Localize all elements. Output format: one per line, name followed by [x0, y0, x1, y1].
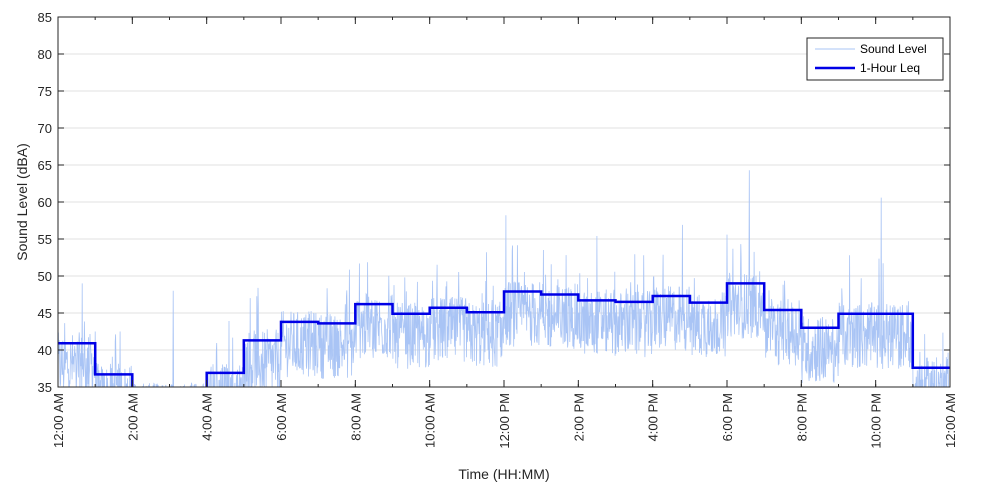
x-tick-label: 8:00 AM — [348, 393, 363, 441]
series-1-hour-leq — [58, 282, 950, 387]
y-tick-label: 60 — [38, 195, 52, 210]
x-tick-label: 8:00 PM — [794, 393, 809, 441]
x-tick-label: 6:00 AM — [274, 393, 289, 441]
x-tick-label: 12:00 AM — [943, 393, 958, 448]
y-tick-label: 85 — [38, 10, 52, 25]
legend-box — [806, 37, 944, 81]
x-tick-label: 10:00 PM — [869, 393, 884, 449]
ticks: 35 40 45 50 55 60 65 70 75 80 85 12:00 AM 2:00 AM 4:0… — [38, 10, 958, 449]
x-tick-label: 12:00 PM — [497, 393, 512, 449]
x-tick-label: 4:00 AM — [200, 393, 215, 441]
y-tick-label: 80 — [38, 47, 52, 62]
y-tick-label: 45 — [38, 306, 52, 321]
x-tick-label: 6:00 PM — [720, 393, 735, 441]
y-tick-label: 40 — [38, 343, 52, 358]
x-tick-label: 4:00 PM — [646, 393, 661, 441]
legend: Sound Level 1-Hour Leq — [806, 37, 944, 81]
y-tick-label: 35 — [38, 380, 52, 395]
y-axis-label: Sound Level (dBA) — [14, 143, 30, 261]
x-tick-label: 2:00 AM — [125, 393, 140, 441]
y-tick-label: 75 — [38, 84, 52, 99]
x-tick-label: 10:00 AM — [423, 393, 438, 448]
series-layer — [58, 170, 950, 387]
legend-label-leq: 1-Hour Leq — [860, 61, 920, 75]
x-tick-label: 12:00 AM — [51, 393, 66, 448]
x-axis-label: Time (HH:MM) — [458, 466, 549, 482]
y-tick-label: 70 — [38, 121, 52, 136]
y-tick-label: 55 — [38, 232, 52, 247]
y-tick-label: 50 — [38, 269, 52, 284]
legend-label-sound-level: Sound Level — [860, 42, 927, 56]
y-tick-label: 65 — [38, 158, 52, 173]
x-tick-label: 2:00 PM — [571, 393, 586, 441]
